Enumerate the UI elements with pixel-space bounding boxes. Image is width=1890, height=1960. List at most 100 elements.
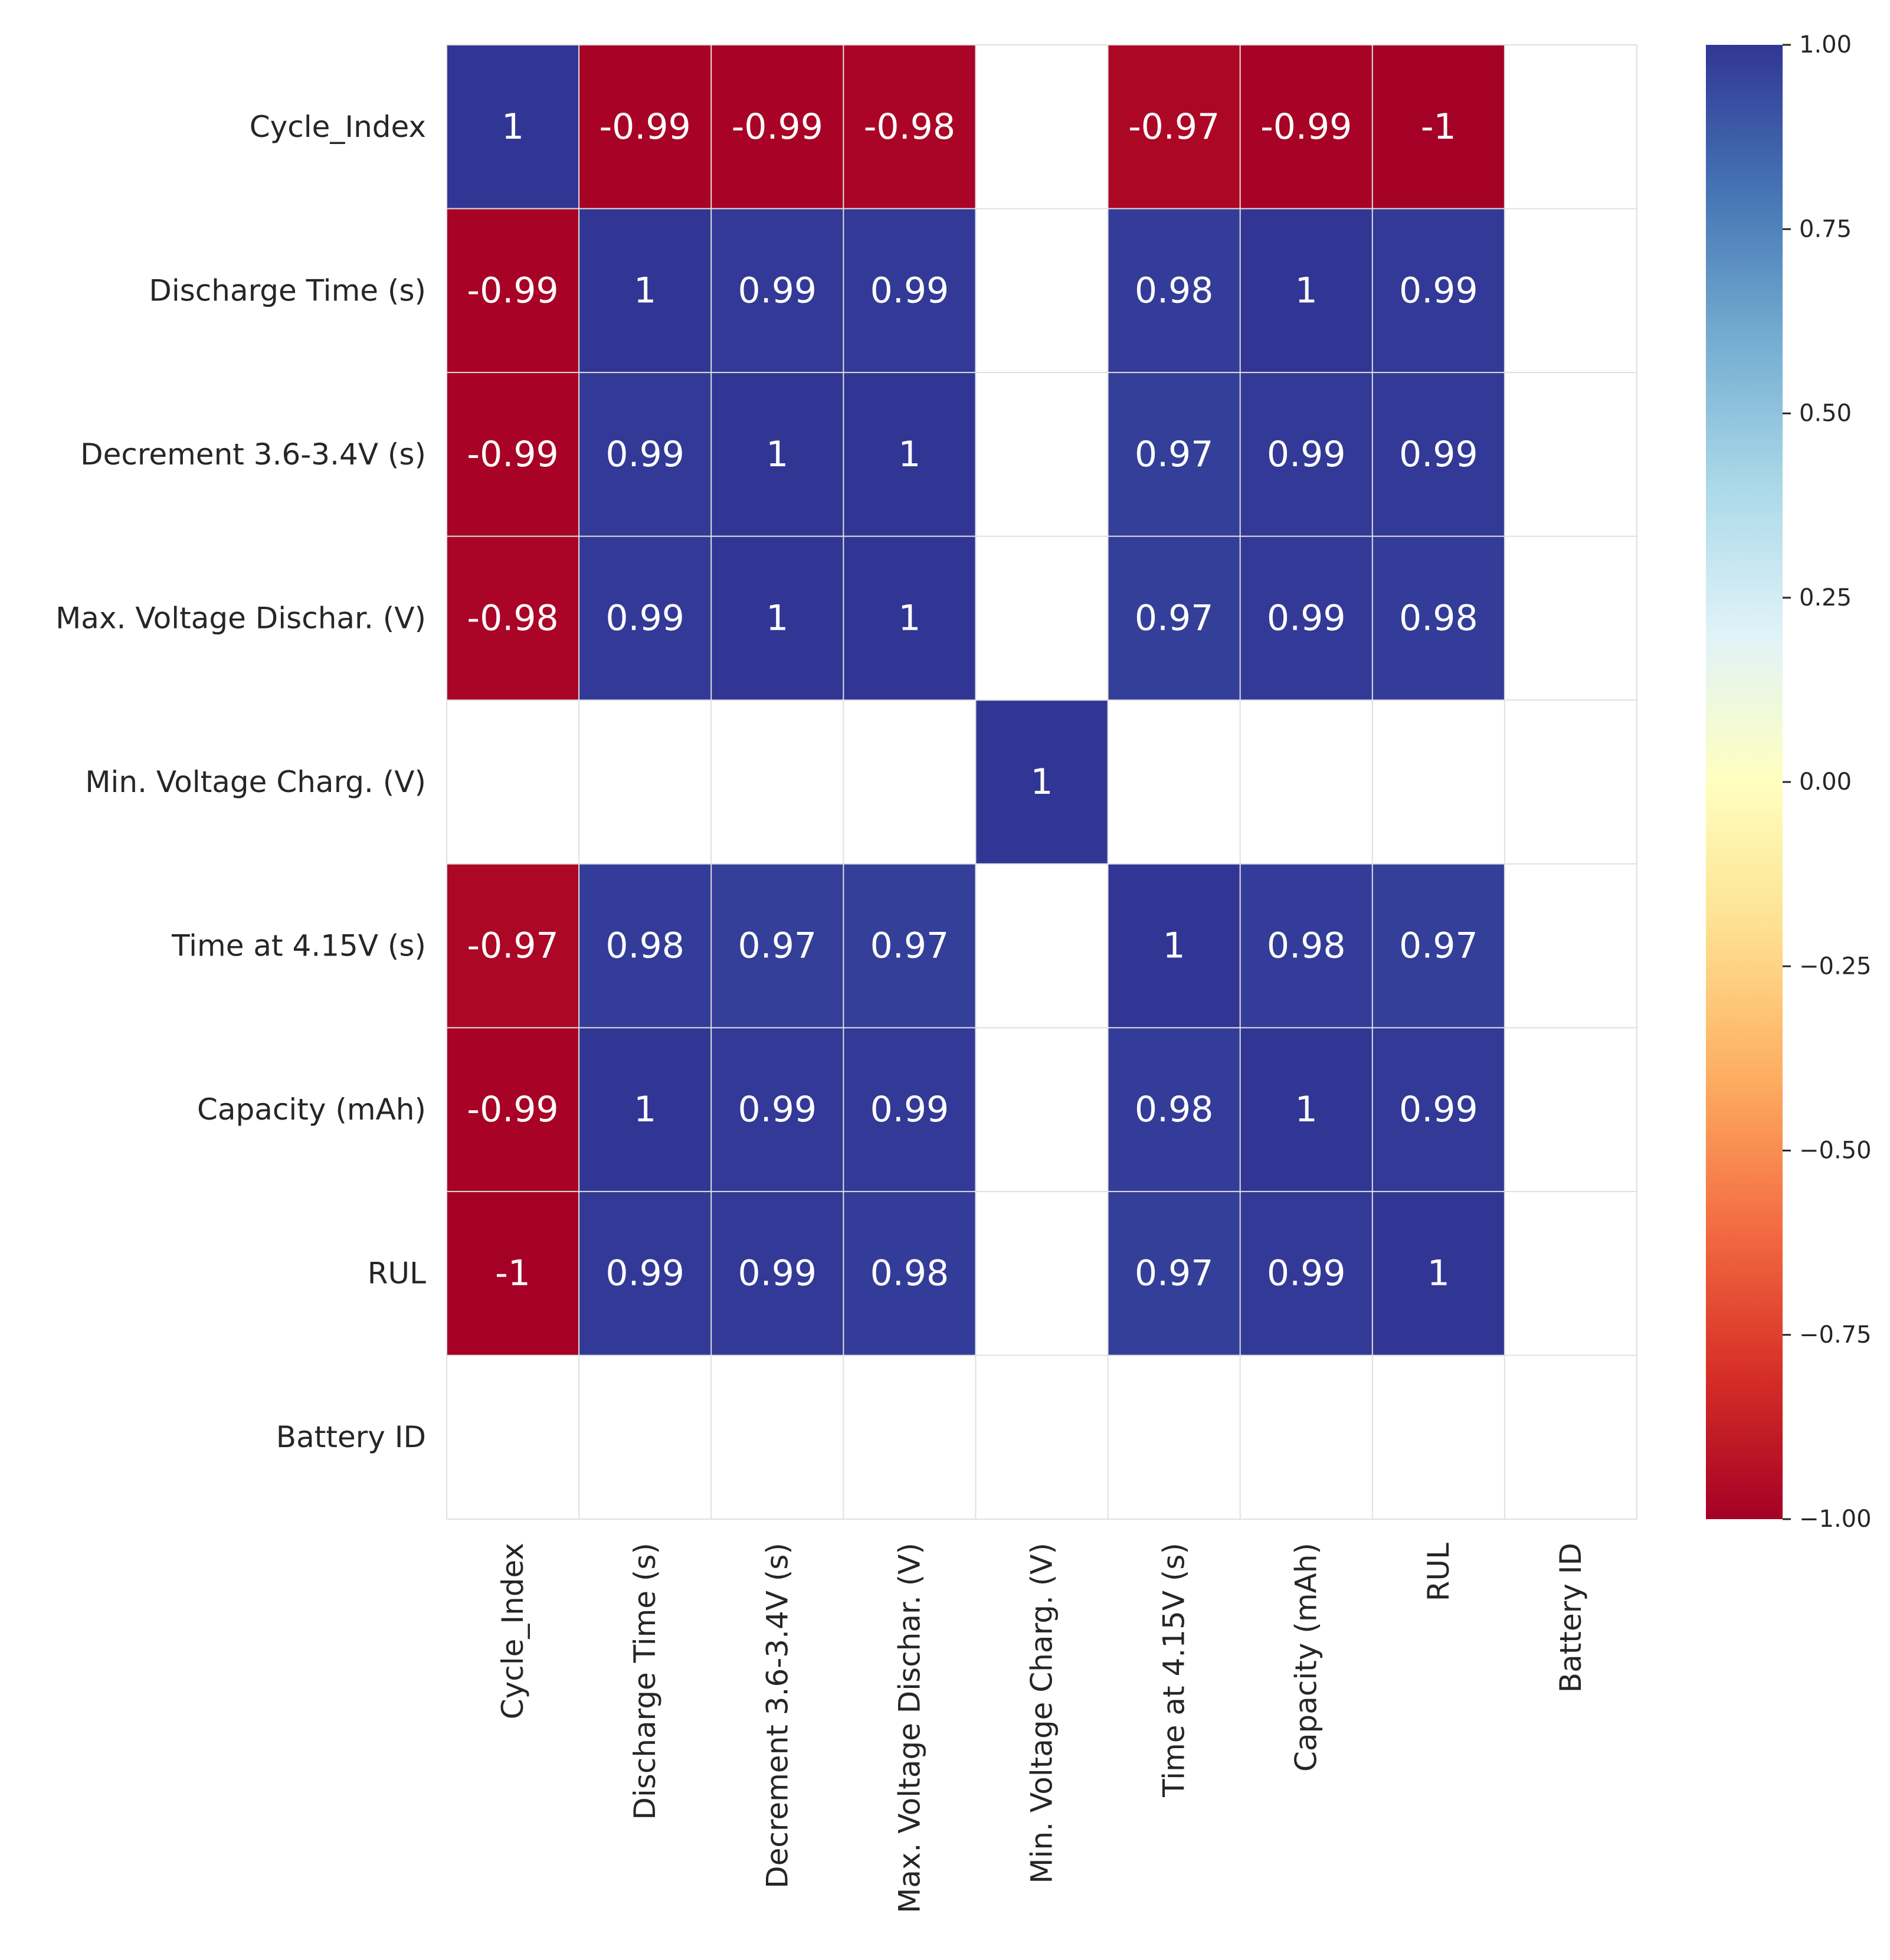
heatmap-cell bbox=[975, 372, 1108, 536]
heatmap-cell bbox=[711, 536, 844, 701]
cell-value-label: 0.99 bbox=[870, 1089, 949, 1130]
cell-value-label: 1 bbox=[1427, 1253, 1450, 1294]
heatmap-cell bbox=[843, 208, 976, 373]
heatmap-cell bbox=[1240, 1355, 1373, 1519]
heatmap-cell bbox=[1504, 700, 1637, 864]
cell-value-label: -0.99 bbox=[732, 106, 823, 148]
heatmap-cell bbox=[975, 1028, 1108, 1192]
heatmap-cell bbox=[1240, 1028, 1373, 1192]
column-label: Cycle_Index bbox=[496, 1543, 530, 1719]
colorbar-tick-label: 0.25 bbox=[1799, 584, 1852, 611]
heatmap-cell bbox=[711, 863, 844, 1028]
heatmap-cell bbox=[579, 1355, 712, 1519]
cell-value-label: 0.98 bbox=[1135, 270, 1214, 311]
colorbar: 1.00 0.75 0.50 0.25 0.00 −0.25 −0.50 −0.75 −1.00 bbox=[1706, 31, 1872, 1533]
y-axis-tick-labels: Cycle_Index Discharge Time (s) Decrement 3… bbox=[55, 110, 426, 1454]
cell-value-label: 0.97 bbox=[1135, 434, 1214, 475]
heatmap-cell bbox=[1372, 208, 1505, 373]
cell-value-label: 0.99 bbox=[738, 1253, 817, 1294]
colorbar-tick-label: −1.00 bbox=[1799, 1506, 1872, 1533]
heatmap-cell bbox=[447, 863, 579, 1028]
cell-value-label: 1 bbox=[898, 597, 921, 639]
heatmap-cell bbox=[447, 208, 579, 373]
cell-value-label: 0.98 bbox=[870, 1253, 949, 1294]
heatmap-cell bbox=[843, 700, 976, 864]
heatmap-cell bbox=[1108, 536, 1240, 701]
heatmap-cell bbox=[1240, 700, 1373, 864]
cell-value-label: -0.97 bbox=[1128, 106, 1220, 148]
heatmap-cell bbox=[1108, 1028, 1240, 1192]
cell-value-label: 0.97 bbox=[870, 925, 949, 967]
heatmap-cell bbox=[1372, 372, 1505, 536]
cell-value-label: 1 bbox=[898, 434, 921, 475]
cell-value-label: 1 bbox=[634, 1089, 656, 1130]
heatmap-cell bbox=[1372, 1028, 1505, 1192]
heatmap-cells bbox=[447, 45, 1637, 1519]
heatmap-cell bbox=[1240, 45, 1373, 209]
heatmap-cell bbox=[1372, 863, 1505, 1028]
cell-annotations: 1 -0.99 -0.99 -0.98 -0.97 -0.99 -1 -0.99 1 0.99 0.… bbox=[467, 106, 1478, 1294]
cell-value-label: -0.99 bbox=[1260, 106, 1352, 148]
heatmap-cell bbox=[711, 700, 844, 864]
heatmap-cell bbox=[579, 45, 712, 209]
heatmap-cell bbox=[579, 536, 712, 701]
cell-value-label: -0.99 bbox=[600, 106, 691, 148]
heatmap-cell bbox=[579, 1191, 712, 1356]
heatmap-cell bbox=[1372, 536, 1505, 701]
cell-value-label: 0.99 bbox=[870, 270, 949, 311]
heatmap-cell bbox=[1108, 863, 1240, 1028]
cell-value-label: 0.97 bbox=[1399, 925, 1478, 967]
heatmap-cell bbox=[843, 1028, 976, 1192]
heatmap-cell bbox=[975, 1191, 1108, 1356]
colorbar-tick-label: −0.25 bbox=[1799, 953, 1872, 980]
cell-value-label: 1 bbox=[502, 106, 524, 148]
heatmap-cell bbox=[1240, 208, 1373, 373]
row-label: Cycle_Index bbox=[250, 110, 426, 144]
heatmap-cell bbox=[1504, 863, 1637, 1028]
row-label: RUL bbox=[368, 1257, 426, 1291]
row-label: Decrement 3.6-3.4V (s) bbox=[80, 437, 426, 472]
cell-value-label: 0.99 bbox=[605, 1253, 684, 1294]
cell-value-label: -1 bbox=[1421, 106, 1456, 148]
cell-value-label: 0.97 bbox=[1135, 597, 1214, 639]
column-label: RUL bbox=[1421, 1543, 1456, 1601]
cell-value-label: -0.98 bbox=[467, 597, 558, 639]
colorbar-tick-label: 1.00 bbox=[1799, 31, 1852, 58]
colorbar-tick-label: −0.75 bbox=[1799, 1321, 1872, 1349]
row-label: Time at 4.15V (s) bbox=[171, 929, 426, 963]
heatmap-cell bbox=[1504, 45, 1637, 209]
cell-value-label: -0.98 bbox=[864, 106, 955, 148]
cell-value-label: 1 bbox=[766, 434, 788, 475]
heatmap-cell bbox=[447, 700, 579, 864]
heatmap-cell bbox=[1108, 1191, 1240, 1356]
cell-value-label: 0.99 bbox=[738, 270, 817, 311]
heatmap-cell bbox=[579, 1028, 712, 1192]
heatmap-cell bbox=[1372, 45, 1505, 209]
cell-value-label: 0.98 bbox=[1267, 925, 1346, 967]
heatmap-cell bbox=[447, 536, 579, 701]
heatmap-cell bbox=[579, 700, 712, 864]
cell-value-label: 0.99 bbox=[1399, 270, 1478, 311]
heatmap-cell bbox=[1372, 1191, 1505, 1356]
heatmap-cell bbox=[1504, 1355, 1637, 1519]
heatmap-cell bbox=[1372, 1355, 1505, 1519]
cell-value-label: 1 bbox=[1295, 1089, 1318, 1130]
heatmap-cell bbox=[1108, 208, 1240, 373]
heatmap-cell bbox=[447, 1028, 579, 1192]
heatmap-cell bbox=[843, 1355, 976, 1519]
heatmap-cell bbox=[975, 700, 1108, 864]
cell-value-label: 0.99 bbox=[1399, 434, 1478, 475]
column-label: Capacity (mAh) bbox=[1289, 1543, 1324, 1772]
colorbar-tick-label: −0.50 bbox=[1799, 1137, 1872, 1164]
heatmap-cell bbox=[843, 536, 976, 701]
heatmap-cell bbox=[1108, 1355, 1240, 1519]
heatmap-cell bbox=[843, 1191, 976, 1356]
heatmap-cell bbox=[579, 863, 712, 1028]
heatmap-cell bbox=[1240, 536, 1373, 701]
heatmap-cell bbox=[1504, 208, 1637, 373]
column-label: Time at 4.15V (s) bbox=[1157, 1543, 1191, 1798]
cell-value-label: -1 bbox=[495, 1253, 530, 1294]
column-label: Max. Voltage Dischar. (V) bbox=[892, 1543, 926, 1913]
cell-value-label: 0.99 bbox=[1399, 1089, 1478, 1130]
